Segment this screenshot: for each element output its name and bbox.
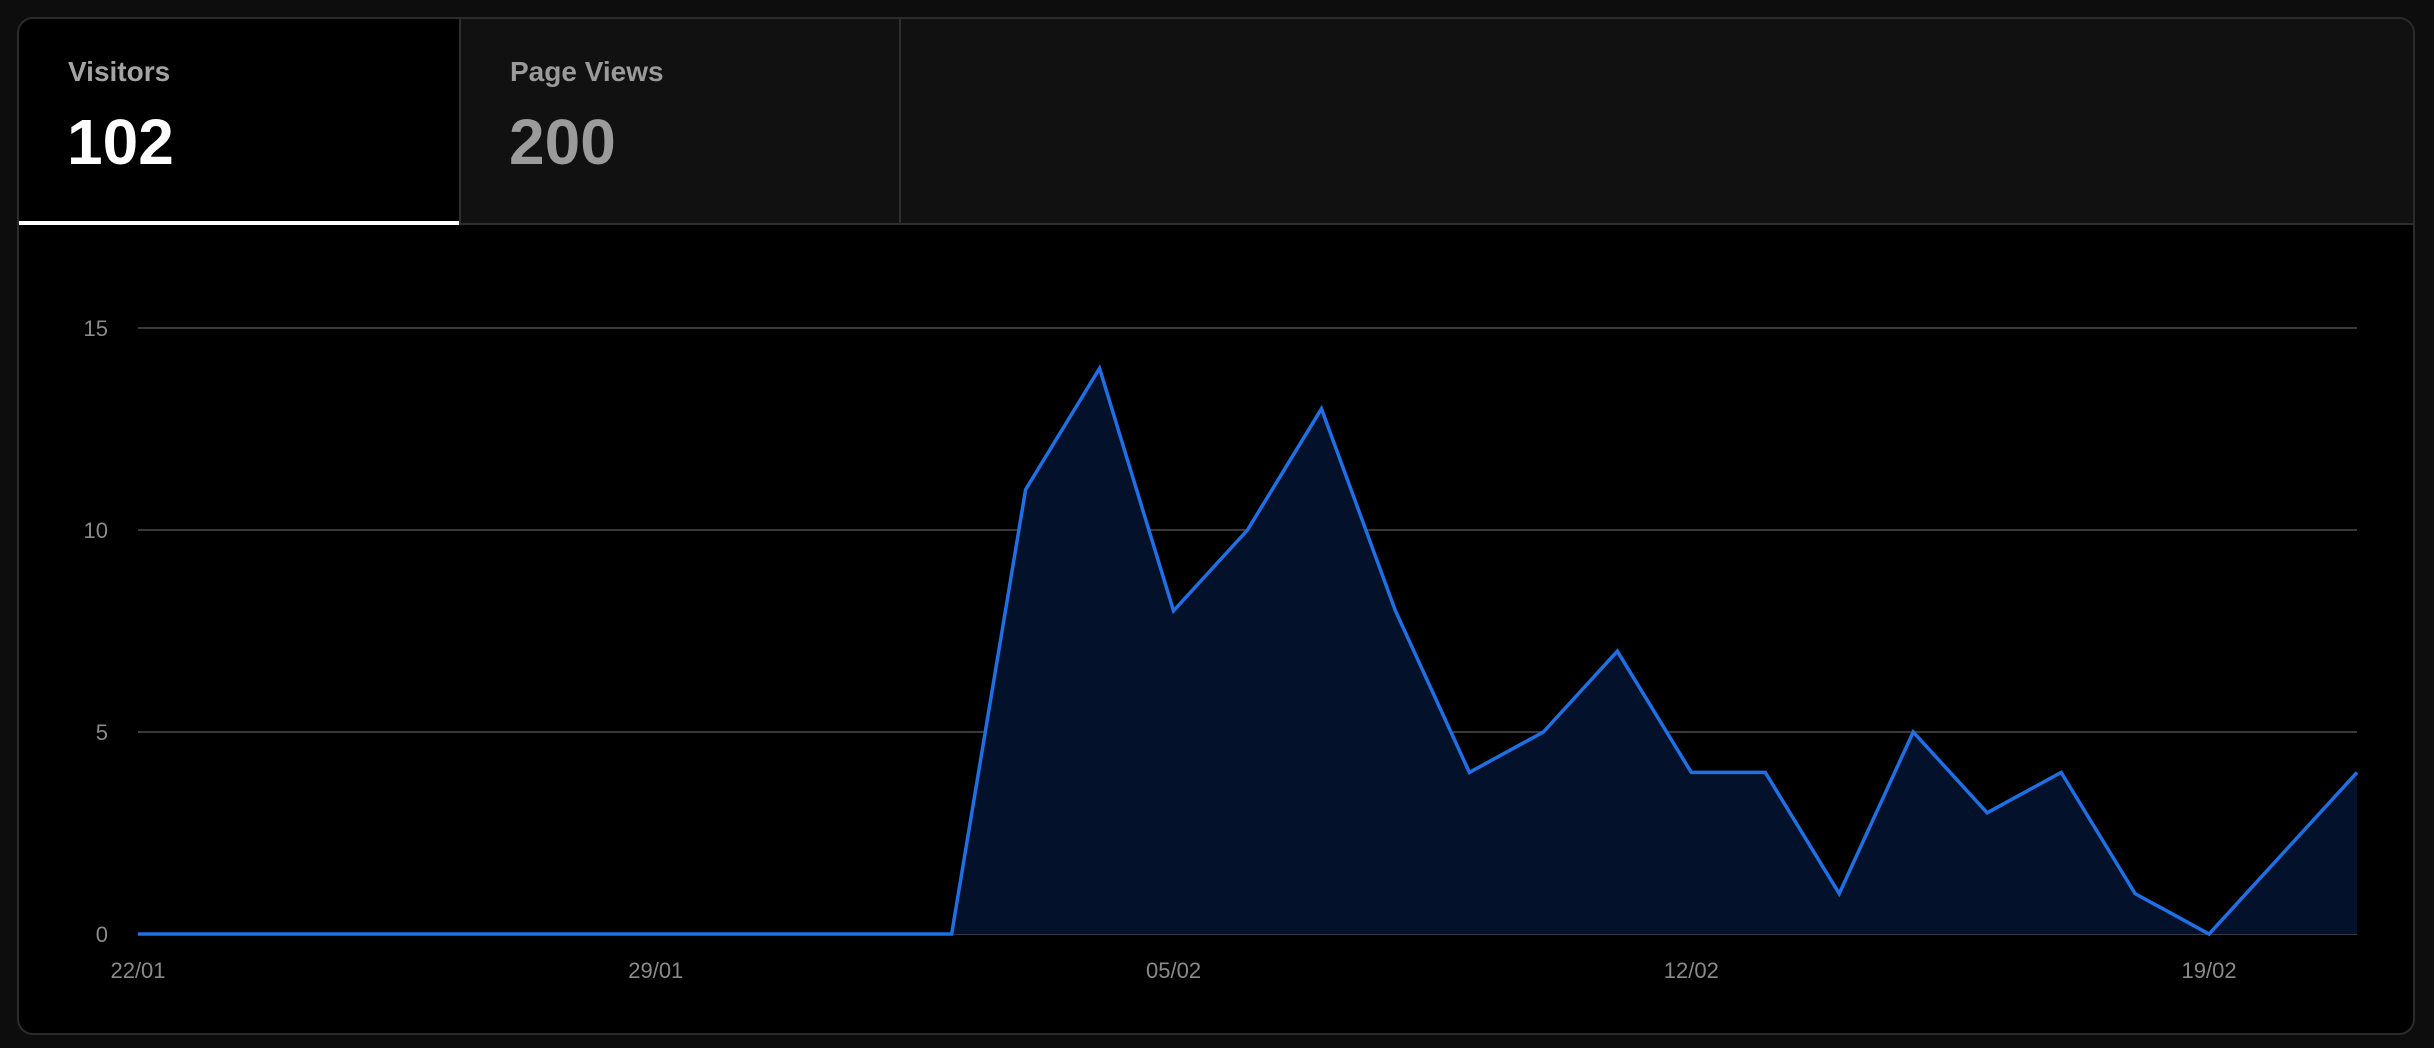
tab-page-views-label: Page Views bbox=[510, 56, 664, 87]
analytics-card: Visitors 102 Page Views 200 0 5 10 15 22/01 2… bbox=[17, 17, 2415, 1035]
tab-visitors[interactable]: Visitors 102 bbox=[19, 19, 459, 225]
tab-page-views[interactable]: Page Views 200 bbox=[461, 19, 899, 223]
x-tick-label: 05/02 bbox=[1146, 958, 1201, 983]
y-tick-label: 5 bbox=[96, 720, 108, 745]
tab-divider bbox=[899, 19, 901, 223]
x-tick-label: 19/02 bbox=[2182, 958, 2237, 983]
visitors-chart: 0 5 10 15 22/01 29/01 05/02 12/02 19/02 bbox=[19, 225, 2413, 1033]
y-tick-label: 15 bbox=[84, 316, 108, 341]
series-line bbox=[138, 364, 2359, 937]
tab-visitors-value: 102 bbox=[67, 106, 174, 178]
active-tab-indicator bbox=[19, 221, 459, 225]
metric-tabs: Visitors 102 Page Views 200 bbox=[19, 19, 2413, 225]
y-tick-label: 10 bbox=[84, 518, 108, 543]
chart-svg: 0 5 10 15 22/01 29/01 05/02 12/02 19/02 bbox=[84, 316, 2359, 983]
x-tick-label: 29/01 bbox=[628, 958, 683, 983]
x-tick-label: 12/02 bbox=[1664, 958, 1719, 983]
tab-divider bbox=[459, 19, 461, 223]
tab-page-views-value: 200 bbox=[509, 106, 616, 178]
area-fill bbox=[138, 368, 2357, 934]
x-tick-label: 22/01 bbox=[110, 958, 165, 983]
y-tick-label: 0 bbox=[96, 922, 108, 947]
tab-visitors-label: Visitors bbox=[68, 56, 171, 87]
